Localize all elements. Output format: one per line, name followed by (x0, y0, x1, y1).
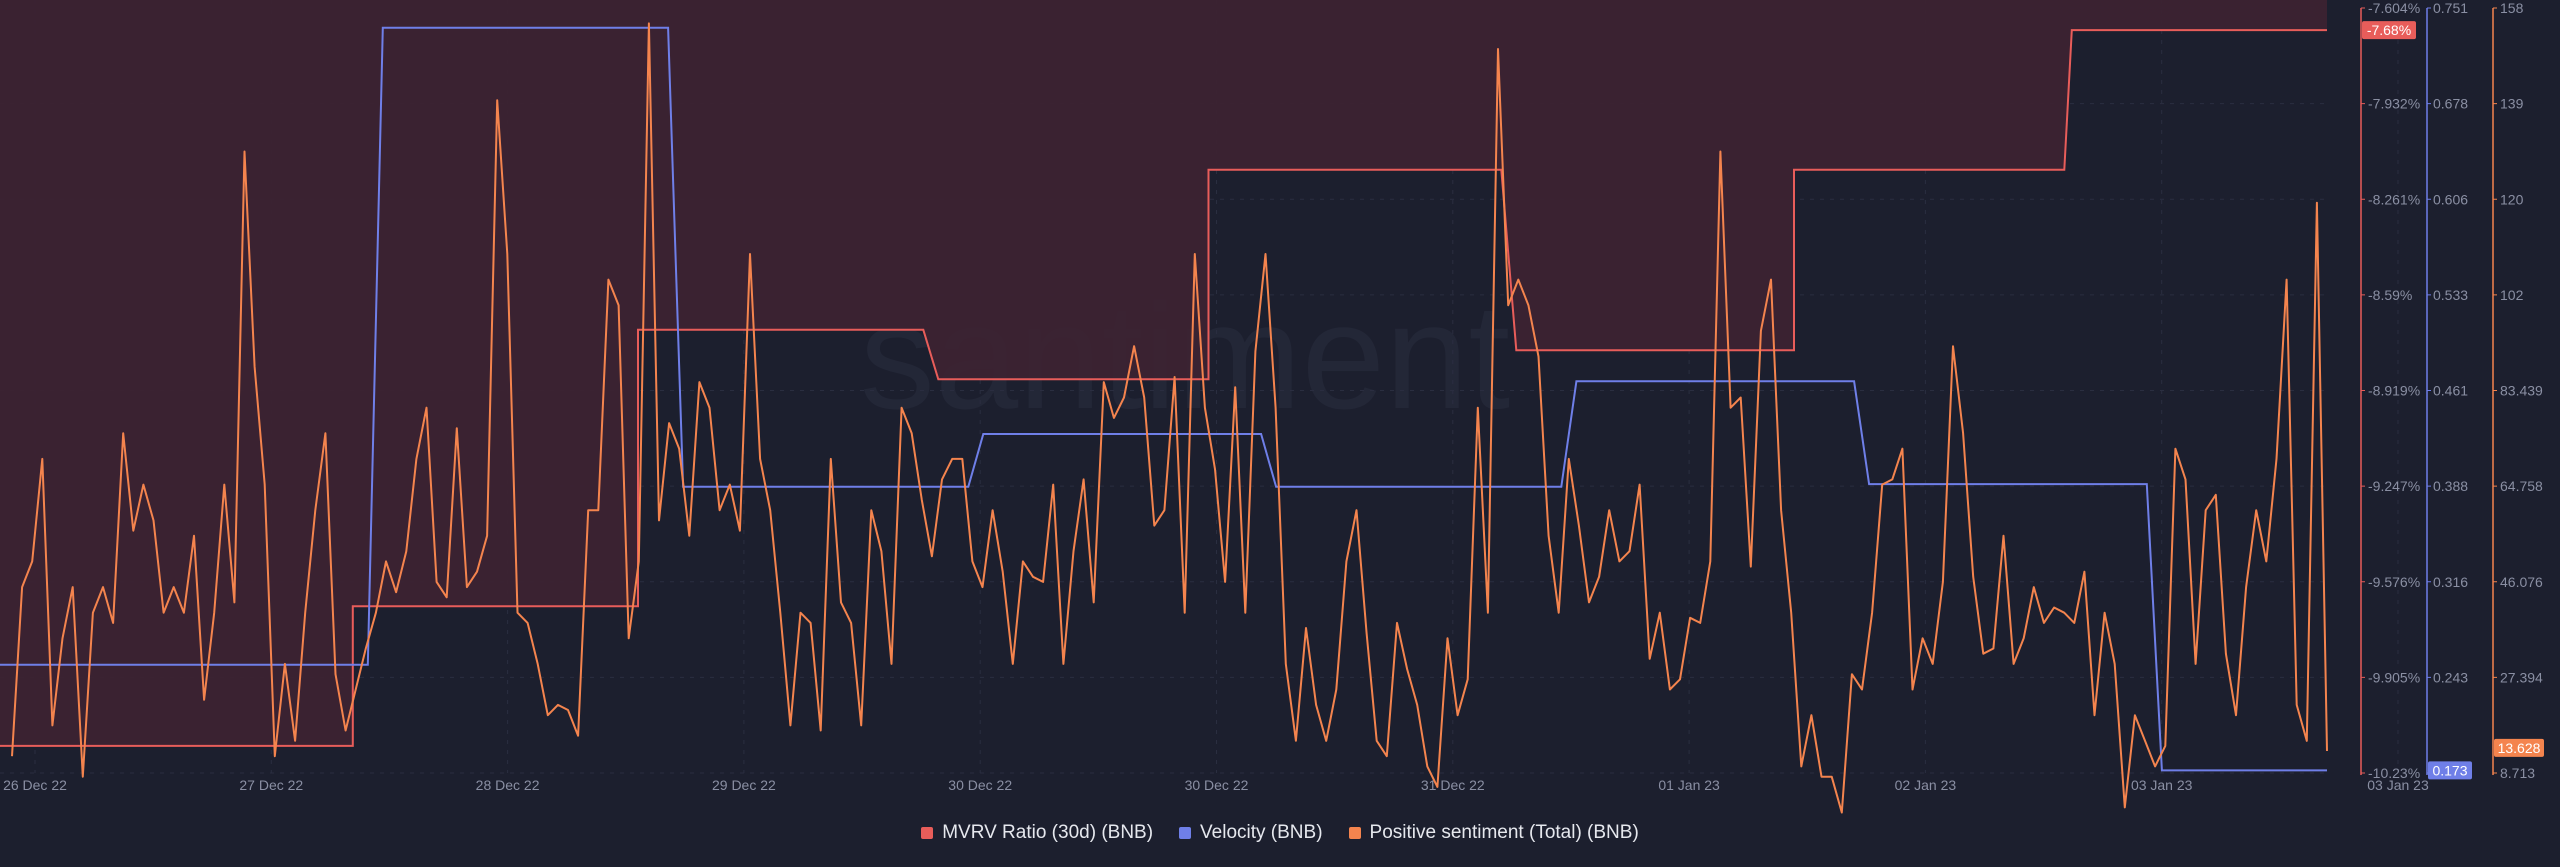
velocity-series (0, 26, 2327, 772)
velocity-tick-label: 0.606 (2433, 191, 2468, 207)
x-tick-label: 30 Dec 22 (1185, 777, 1249, 793)
mvrv-tick-label: -9.247% (2368, 478, 2420, 494)
legend-item-mvrv[interactable]: MVRV Ratio (30d) (BNB) (921, 822, 1153, 844)
x-axis-ticks: 26 Dec 22 27 Dec 22 28 Dec 22 29 Dec 22 30 D… (3, 777, 2429, 793)
sentiment-tick-label: 64.758 (2500, 478, 2543, 494)
last-value-label: 0.173 (2432, 762, 2467, 778)
sentiment-tick-label: 120 (2500, 191, 2524, 207)
velocity-tick-label: 0.751 (2433, 0, 2468, 16)
mvrv-area (0, 0, 2327, 746)
velocity-tick-label: 0.316 (2433, 574, 2468, 590)
last-value-label: -7.68% (2367, 22, 2411, 38)
velocity-tick-label: 0.461 (2433, 383, 2468, 399)
sentiment-series (11, 22, 2328, 814)
x-tick-label: 02 Jan 23 (1895, 777, 1957, 793)
x-tick-label: 26 Dec 22 (3, 777, 67, 793)
sentiment-tick-label: 158 (2500, 0, 2524, 16)
sentiment-tick-label: 83.439 (2500, 383, 2543, 399)
sentiment-tick-label: 46.076 (2500, 574, 2543, 590)
mvrv-tick-label: -9.576% (2368, 574, 2420, 590)
x-tick-label: 03 Jan 23 (2131, 777, 2193, 793)
velocity-line (0, 26, 2327, 772)
legend-label-sentiment: Positive sentiment (Total) (BNB) (1369, 822, 1639, 843)
last-value-badge (2494, 738, 2544, 757)
x-tick-label: 01 Jan 23 (1658, 777, 1720, 793)
sentiment-tick-label: 102 (2500, 287, 2524, 303)
x-tick-label: 27 Dec 22 (239, 777, 303, 793)
x-tick-label: 30 Dec 22 (948, 777, 1012, 793)
velocity-tick-label: 0.243 (2433, 669, 2468, 685)
mvrv-tick-label: -7.932% (2368, 96, 2420, 112)
velocity-tick-label: 0.678 (2433, 96, 2468, 112)
legend-item-velocity[interactable]: Velocity (BNB) (1179, 822, 1323, 844)
velocity-tick-label: 0.533 (2433, 287, 2468, 303)
mvrv-tick-label: -7.604% (2368, 0, 2420, 16)
last-value-badge (2362, 21, 2416, 40)
mvrv-tick-label: -10.23% (2368, 765, 2420, 781)
last-value-badge (2428, 761, 2472, 780)
x-tick-label: 03 Jan 23 (2367, 777, 2429, 793)
sentiment-tick-label: 8.713 (2500, 765, 2535, 781)
legend-swatch-velocity (1179, 827, 1192, 839)
mvrv-series (0, 0, 2327, 747)
velocity-tick-label: 0.388 (2433, 478, 2468, 494)
sentiment-tick-label: 27.394 (2500, 669, 2543, 685)
legend-label-velocity: Velocity (BNB) (1200, 822, 1323, 843)
sentiment-line (11, 22, 2328, 814)
legend-label-mvrv: MVRV Ratio (30d) (BNB) (942, 822, 1154, 843)
legend: MVRV Ratio (30d) (BNB) Velocity (BNB) Po… (0, 818, 2560, 848)
mvrv-line (0, 29, 2327, 747)
mvrv-tick-label: -9.905% (2368, 669, 2420, 685)
x-tick-label: 29 Dec 22 (712, 777, 776, 793)
x-tick-label: 28 Dec 22 (476, 777, 540, 793)
last-value-label: 13.628 (2498, 740, 2541, 756)
legend-item-sentiment[interactable]: Positive sentiment (Total) (BNB) (1348, 822, 1639, 844)
x-tick-label: 31 Dec 22 (1421, 777, 1485, 793)
axes: -7.604% -7.932% -8.261% -8.59% -8.919% -9.247… (2360, 0, 2543, 781)
mvrv-tick-label: -8.261% (2368, 191, 2420, 207)
legend-swatch-sentiment (1348, 827, 1361, 839)
legend-swatch-mvrv (921, 827, 934, 839)
mvrv-tick-label: -8.919% (2368, 383, 2420, 399)
sentiment-tick-label: 139 (2500, 96, 2524, 112)
mvrv-tick-label: -8.59% (2368, 287, 2412, 303)
last-value-badges: -7.68% 0.173 13.628 (2362, 21, 2544, 780)
